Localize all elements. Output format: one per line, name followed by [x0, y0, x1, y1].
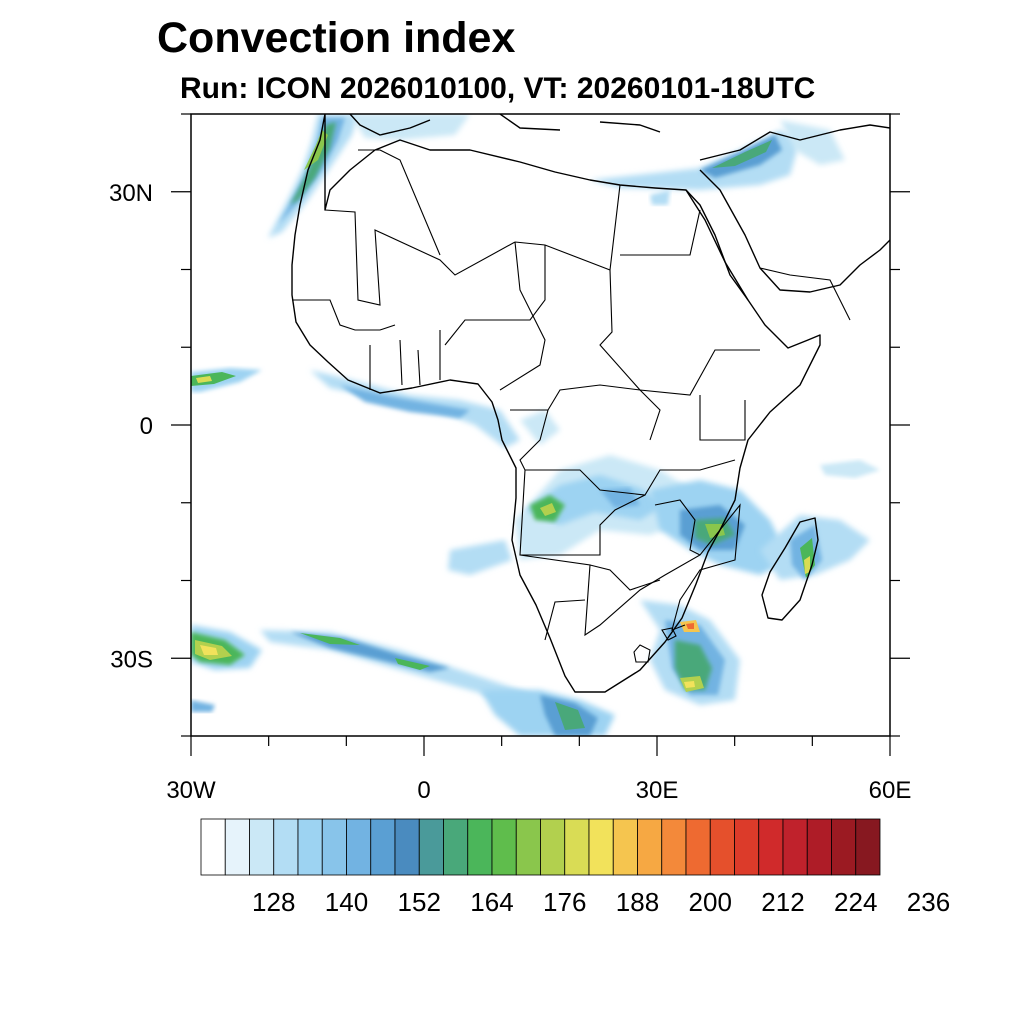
colorbar-label: 152: [398, 887, 441, 917]
region-southern-ocean-plume: [191, 690, 615, 736]
colorbar-label: 236: [907, 887, 950, 917]
lon-label: 30E: [636, 777, 679, 804]
colorbar-swatch: [394, 818, 420, 876]
colorbar-swatch: [321, 818, 347, 876]
colorbar: [200, 818, 881, 876]
colorbar-swatch: [782, 818, 808, 876]
colorbar-swatch: [443, 818, 469, 876]
colorbar-swatch: [612, 818, 638, 876]
red-sea-west-coast: [685, 189, 749, 301]
colorbar-swatch: [224, 818, 250, 876]
europe-coastline: [349, 114, 890, 161]
region-far-west-south-atlantic: [191, 625, 262, 670]
country-borders: [292, 149, 851, 663]
colorbar-label: 212: [761, 887, 804, 917]
colorbar-swatch: [370, 818, 396, 876]
colorbar-swatch: [855, 818, 881, 876]
colorbar-label: 140: [325, 887, 368, 917]
colorbar-label: 128: [252, 887, 295, 917]
colorbar-swatch: [564, 818, 590, 876]
lon-label: 30W: [166, 777, 216, 804]
axis-ticks: [171, 113, 910, 756]
region-gulf-of-guinea: [310, 370, 560, 448]
lat-label: 30S: [110, 646, 153, 673]
colorbar-swatch: [346, 818, 372, 876]
region-angola-zambia: [448, 455, 700, 575]
colorbar-swatch: [200, 818, 226, 876]
colorbar-swatch: [418, 818, 444, 876]
colorbar-swatch: [709, 818, 735, 876]
colorbar-swatch: [249, 818, 275, 876]
colorbar-swatch: [515, 818, 541, 876]
convection-field: [191, 114, 880, 736]
lon-label: 0: [417, 777, 430, 804]
region-mediterranean-east: [350, 114, 845, 205]
colorbar-swatch: [685, 818, 711, 876]
arabia-coastline: [699, 169, 890, 293]
region-malawi-mozambique: [650, 480, 790, 575]
lat-label: 30N: [109, 180, 153, 207]
region-madagascar: [760, 460, 880, 580]
madagascar-coastline: [761, 517, 819, 621]
colorbar-swatch: [734, 818, 760, 876]
region-west-equatorial-atlantic: [191, 368, 262, 392]
chart-subtitle: Run: ICON 2026010100, VT: 20260101-18UTC: [180, 72, 816, 105]
colorbar-swatch: [758, 818, 784, 876]
colorbar-swatch: [661, 818, 687, 876]
region-south-africa-east-coast: [640, 600, 740, 705]
colorbar-swatch: [273, 818, 299, 876]
colorbar-label: 176: [543, 887, 586, 917]
colorbar-label: 224: [834, 887, 877, 917]
colorbar-label: 200: [689, 887, 732, 917]
lat-axis-labels: 30N 0 30S: [109, 180, 153, 674]
colorbar-labels: 128 140 152 164 176 188 200 212 224 236: [252, 887, 950, 917]
chart-title: Convection index: [157, 14, 516, 62]
lon-axis-labels: 30W 0 30E 60E: [166, 777, 911, 804]
coastlines: [291, 114, 890, 693]
colorbar-swatch: [831, 818, 857, 876]
colorbar-swatch: [588, 818, 614, 876]
colorbar-swatch: [467, 818, 493, 876]
colorbar-swatch: [297, 818, 323, 876]
region-south-atlantic-band: [260, 630, 545, 708]
colorbar-label: 188: [616, 887, 659, 917]
colorbar-swatch: [806, 818, 832, 876]
colorbar-swatch: [491, 818, 517, 876]
colorbar-label: 164: [470, 887, 513, 917]
lon-label: 60E: [869, 777, 912, 804]
lat-label: 0: [140, 413, 153, 440]
colorbar-swatch: [637, 818, 663, 876]
africa-coastline: [291, 114, 821, 693]
colorbar-swatch: [540, 818, 566, 876]
